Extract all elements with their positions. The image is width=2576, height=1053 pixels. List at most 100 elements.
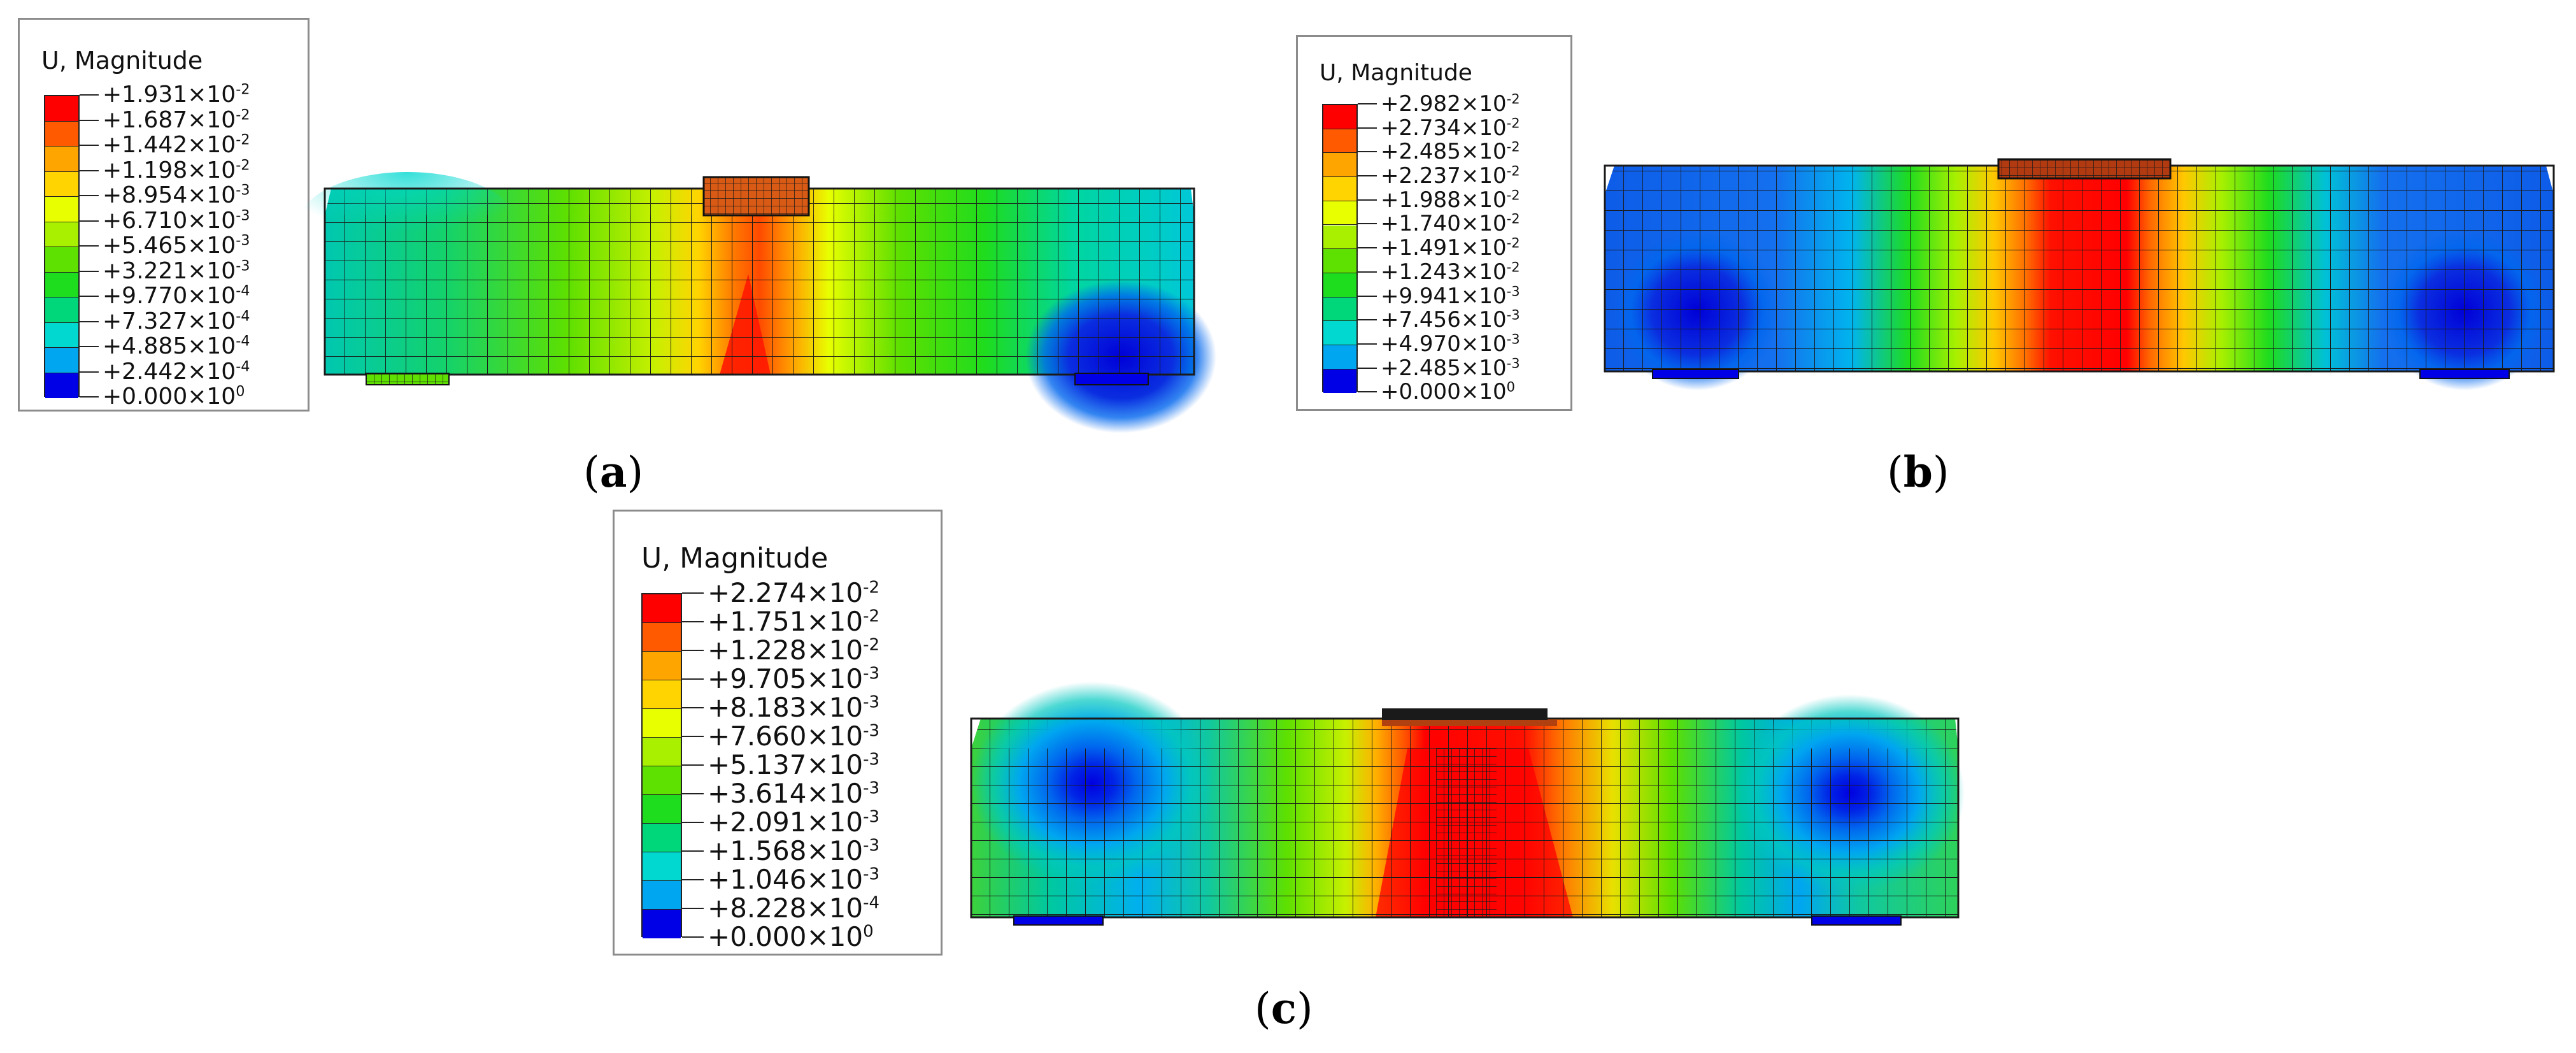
legend-value: +1.491×10-2 <box>1381 234 1520 261</box>
legend-value: +8.954×10-3 <box>103 182 250 208</box>
legend-value: +2.091×10-3 <box>708 806 880 838</box>
legend-value: +1.740×10-2 <box>1381 210 1520 236</box>
color-swatch <box>643 824 681 852</box>
legend-tick <box>1358 103 1377 104</box>
color-swatch <box>1323 177 1356 201</box>
legend-tick <box>1358 271 1377 273</box>
caption-c: (c) <box>1255 984 1313 1033</box>
legend-tick <box>1358 127 1377 129</box>
legend-tick <box>80 170 99 171</box>
legend-value: +7.660×10-3 <box>708 720 880 752</box>
legend-tick <box>80 396 99 398</box>
legend-tick <box>682 650 704 651</box>
legend-tick <box>80 296 99 297</box>
color-swatch <box>1323 297 1356 322</box>
color-swatch <box>45 272 78 297</box>
legend-tick <box>1358 368 1377 369</box>
legend-tick <box>682 936 704 938</box>
legend-value: +3.614×10-3 <box>708 778 880 809</box>
legend-a: U, Magnitude +1.931×10-2 +1.687×10-2 +1.… <box>18 18 310 412</box>
legend-tick <box>1358 319 1377 320</box>
legend-tick <box>1358 247 1377 248</box>
beam-b <box>1604 158 2555 390</box>
legend-c: U, Magnitude +2.274×10-2 +1.751×10-2 +1.… <box>613 510 943 956</box>
color-swatch <box>643 709 681 738</box>
legend-tick <box>682 678 704 680</box>
legend-tick <box>80 195 99 196</box>
legend-value: +1.046×10-3 <box>708 864 880 895</box>
legend-value: +9.770×10-4 <box>103 282 250 309</box>
legend-tick <box>1358 151 1377 152</box>
color-swatch <box>643 881 681 910</box>
legend-value: +2.274×10-2 <box>708 577 880 608</box>
legend-tick <box>80 371 99 373</box>
color-swatch <box>643 623 681 652</box>
legend-value: +1.198×10-2 <box>103 157 250 183</box>
legend-tick <box>80 271 99 272</box>
legend-value: +3.221×10-3 <box>103 257 250 284</box>
legend-value: +4.885×10-4 <box>103 333 250 359</box>
color-swatch <box>643 652 681 680</box>
color-swatch <box>643 910 681 938</box>
legend-tick <box>682 822 704 823</box>
legend-tick <box>1358 223 1377 224</box>
legend-tick <box>1358 343 1377 345</box>
legend-tick <box>80 346 99 347</box>
color-swatch <box>45 222 78 247</box>
color-swatch <box>1323 321 1356 345</box>
legend-value: +9.705×10-3 <box>708 663 880 694</box>
legend-value: +1.568×10-3 <box>708 835 880 866</box>
legend-tick <box>80 120 99 121</box>
legend-value: +5.137×10-3 <box>708 749 880 780</box>
color-bar <box>1322 104 1358 393</box>
color-swatch <box>1323 201 1356 226</box>
legend-tick <box>682 793 704 794</box>
color-swatch <box>45 96 78 122</box>
color-swatch <box>643 594 681 623</box>
beam-a <box>299 172 1216 433</box>
legend-value: +2.982×10-2 <box>1381 90 1520 117</box>
legend-value: +4.970×10-3 <box>1381 331 1520 357</box>
legend-b: U, Magnitude +2.982×10-2 +2.734×10-2 +2.… <box>1296 35 1572 411</box>
legend-tick <box>1358 296 1377 297</box>
legend-value: +5.465×10-3 <box>103 232 250 259</box>
color-swatch <box>1323 105 1356 129</box>
legend-tick <box>80 220 99 222</box>
legend-tick <box>682 879 704 880</box>
color-swatch <box>1323 369 1356 393</box>
legend-tick <box>682 850 704 852</box>
legend-value: +8.228×10-4 <box>708 892 880 924</box>
legend-value: +9.941×10-3 <box>1381 283 1520 309</box>
color-swatch <box>45 247 78 273</box>
legend-tick <box>1358 391 1377 392</box>
legend-value: +2.485×10-3 <box>1381 355 1520 381</box>
color-bar <box>641 593 682 938</box>
legend-value: +2.734×10-2 <box>1381 115 1520 141</box>
legend-title: U, Magnitude <box>641 542 829 575</box>
color-swatch <box>45 373 78 398</box>
legend-tick <box>682 908 704 909</box>
legend-tick <box>1358 199 1377 201</box>
legend-value: +2.442×10-4 <box>103 358 250 385</box>
legend-tick <box>682 707 704 708</box>
legend-tick <box>682 736 704 737</box>
caption-b: (b) <box>1887 447 1949 497</box>
color-swatch <box>1323 273 1356 297</box>
legend-tick <box>80 245 99 247</box>
color-swatch <box>643 738 681 766</box>
legend-value: +0.000×100 <box>708 921 874 952</box>
legend-value: +1.687×10-2 <box>103 106 250 133</box>
legend-value: +1.228×10-2 <box>708 634 880 666</box>
legend-tick <box>80 321 99 322</box>
legend-value: +7.456×10-3 <box>1381 306 1520 333</box>
beam-c <box>970 682 1965 926</box>
legend-value: +1.751×10-2 <box>708 606 880 637</box>
legend-value: +1.988×10-2 <box>1381 187 1520 213</box>
legend-value: +0.000×100 <box>103 383 245 410</box>
legend-tick <box>682 764 704 766</box>
legend-value: +7.327×10-4 <box>103 308 250 334</box>
color-swatch <box>1323 249 1356 273</box>
legend-value: +2.485×10-2 <box>1381 138 1520 164</box>
color-swatch <box>45 197 78 222</box>
